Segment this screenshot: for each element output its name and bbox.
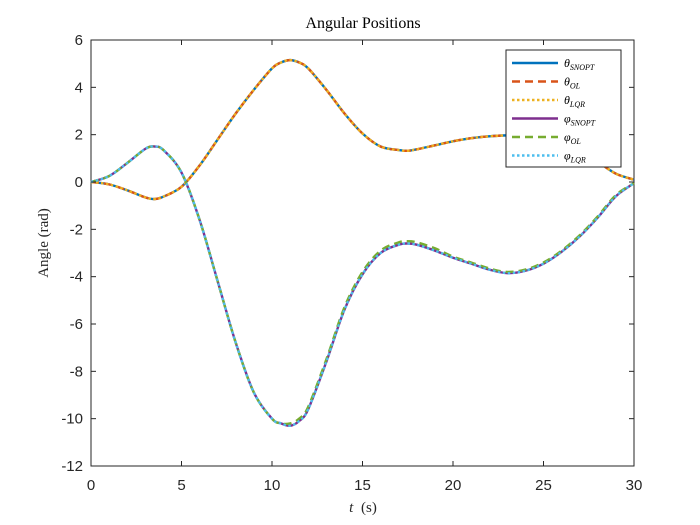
legend-entry-symbol: θ	[564, 93, 570, 107]
legend-entry-label: φOL	[564, 130, 581, 146]
legend-entry-symbol: θ	[564, 75, 570, 89]
y-tick-label: -4	[70, 269, 83, 286]
x-tick-label: 30	[626, 477, 643, 494]
legend-entry-label: φSNOPT	[564, 112, 596, 128]
y-tick-label: -12	[61, 458, 83, 475]
legend-entry-label: θLQR	[564, 93, 585, 109]
legend-entry-label: θSNOPT	[564, 56, 595, 72]
y-tick-label: 2	[75, 127, 83, 144]
x-axis-label-unit: (s)	[361, 500, 377, 516]
y-tick-label: -8	[70, 363, 83, 380]
legend-entry-label: θOL	[564, 75, 581, 91]
legend-entry-label: φLQR	[564, 149, 586, 165]
x-tick-label: 15	[354, 477, 371, 494]
y-tick-label: -6	[70, 316, 83, 333]
legend-entry-subscript: SNOPT	[570, 63, 595, 72]
legend-entry-subscript: LQR	[570, 156, 586, 165]
x-axis-label: t (s)	[349, 500, 377, 516]
x-tick-label: 10	[264, 477, 281, 494]
legend-box	[505, 49, 622, 168]
y-tick-label: 0	[75, 174, 83, 191]
x-tick-label: 5	[177, 477, 185, 494]
chart-title: Angular Positions	[305, 15, 420, 32]
series-line-φ-LQR	[90, 145, 635, 428]
y-tick-label: 6	[75, 32, 83, 49]
y-tick-label: -2	[70, 221, 83, 238]
x-axis-label-var: t	[349, 500, 354, 516]
series-line-θ-OL	[90, 58, 635, 201]
x-tick-label: 25	[535, 477, 552, 494]
y-tick-label: 4	[75, 79, 83, 96]
legend-entry-symbol: θ	[564, 56, 570, 70]
y-axis-label: Angle (rad)	[36, 208, 52, 278]
legend-entry-symbol: φ	[564, 149, 571, 163]
legend-entry-symbol: φ	[564, 130, 571, 144]
x-tick-label: 0	[87, 477, 95, 494]
legend-entry-subscript: LQR	[569, 100, 585, 109]
legend-entry-subscript: OL	[570, 82, 581, 91]
legend-entry-symbol: φ	[564, 112, 571, 126]
legend-entry-subscript: OL	[571, 137, 582, 146]
legend-entry-subscript: SNOPT	[571, 119, 596, 128]
x-tick-label: 20	[445, 477, 462, 494]
y-tick-label: -10	[61, 411, 83, 428]
